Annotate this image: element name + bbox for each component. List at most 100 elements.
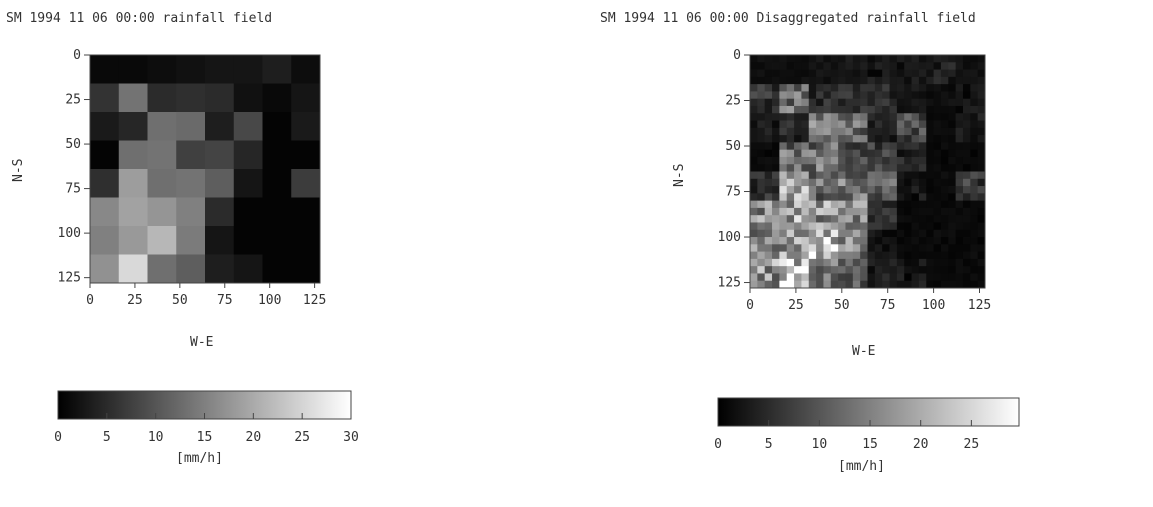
heatmap-cell [830,105,839,114]
heatmap-cell [823,251,832,260]
heatmap-cell [808,251,817,260]
heatmap-cell [896,237,905,245]
heatmap-cell [904,273,912,282]
heatmap-cell [926,215,934,223]
heatmap-cell [779,84,788,92]
heatmap-cell [955,76,964,85]
heatmap-cell [955,55,964,63]
colorbar-tick-label: 30 [343,430,359,445]
heatmap-cell [977,91,986,100]
heatmap-cell [816,98,824,107]
heatmap-cell [962,105,971,114]
heatmap-cell [147,140,177,170]
heatmap-cell [940,266,949,274]
heatmap-cell [750,280,758,289]
heatmap-cell [757,178,766,187]
heatmap-cell [750,229,758,238]
heatmap-cell [918,84,927,92]
heatmap-cell [955,207,964,216]
heatmap-cell [948,171,957,180]
heatmap-cell [874,156,883,165]
heatmap-cell [970,142,979,151]
heatmap-cell [874,229,883,238]
heatmap-cell [918,120,927,129]
heatmap-cell [904,62,912,70]
heatmap-cell [830,186,839,194]
heatmap-cell [896,55,905,63]
heatmap-cell [801,76,810,85]
heatmap-cell [147,83,177,113]
heatmap-cell [889,156,898,165]
heatmap-cell [955,113,964,121]
heatmap-cell [955,156,964,165]
heatmap-cell [882,113,890,121]
heatmap-cell [867,156,876,165]
heatmap-cell [882,186,890,194]
heatmap-cell [874,273,883,282]
heatmap-cell [896,171,905,180]
heatmap-cell [262,226,292,255]
heatmap-cell [970,229,979,238]
heatmap-cell [838,76,846,85]
heatmap-cell [291,83,321,113]
disaggregated-field-colorbar-label: [mm/h] [838,459,885,474]
heatmap-cell [926,280,934,289]
heatmap-cell [90,254,120,284]
heatmap-cell [889,127,898,136]
heatmap-cell [808,164,817,172]
heatmap-cell [757,113,766,121]
heatmap-cell [757,156,766,165]
heatmap-cell [838,120,846,129]
heatmap-cell [940,258,949,267]
heatmap-cell [823,280,832,289]
heatmap-cell [940,113,949,121]
heatmap-cell [852,200,861,209]
heatmap-cell [291,254,321,284]
heatmap-cell [779,200,788,209]
heatmap-cell [176,83,206,113]
heatmap-cell [757,98,766,107]
heatmap-cell [794,258,802,267]
heatmap-cell [911,91,920,100]
heatmap-cell [852,149,861,158]
heatmap-cell [926,55,934,63]
heatmap-cell [904,76,912,85]
heatmap-cell [867,69,876,78]
heatmap-cell [867,55,876,63]
heatmap-cell [896,76,905,85]
heatmap-cell [955,200,964,209]
colorbar-tick-label: 0 [714,437,722,452]
heatmap-cell [918,76,927,85]
heatmap-cell [860,273,868,282]
heatmap-cell [823,273,832,282]
heatmap-cell [867,105,876,114]
heatmap-cell [90,83,120,113]
heatmap-cell [845,55,854,63]
heatmap-cell [772,178,780,187]
heatmap-cell [845,113,854,121]
heatmap-cell [816,186,824,194]
heatmap-cell [816,105,824,114]
heatmap-cell [860,258,868,267]
heatmap-cell [764,244,773,252]
heatmap-cell [874,120,883,129]
heatmap-cell [918,55,927,63]
heatmap-cell [882,135,890,143]
heatmap-cell [860,98,868,107]
heatmap-cell [896,149,905,158]
heatmap-cell [962,84,971,92]
heatmap-cell [948,251,957,260]
heatmap-cell [977,98,986,107]
heatmap-cell [911,69,920,78]
heatmap-cell [786,215,795,223]
heatmap-cell [860,55,868,63]
heatmap-cell [786,266,795,274]
heatmap-cell [794,229,802,238]
heatmap-cell [911,280,920,289]
heatmap-cell [830,156,839,165]
heatmap-cell [874,105,883,114]
heatmap-cell [860,266,868,274]
heatmap-cell [882,193,890,202]
heatmap-cell [845,105,854,114]
heatmap-cell [808,76,817,85]
